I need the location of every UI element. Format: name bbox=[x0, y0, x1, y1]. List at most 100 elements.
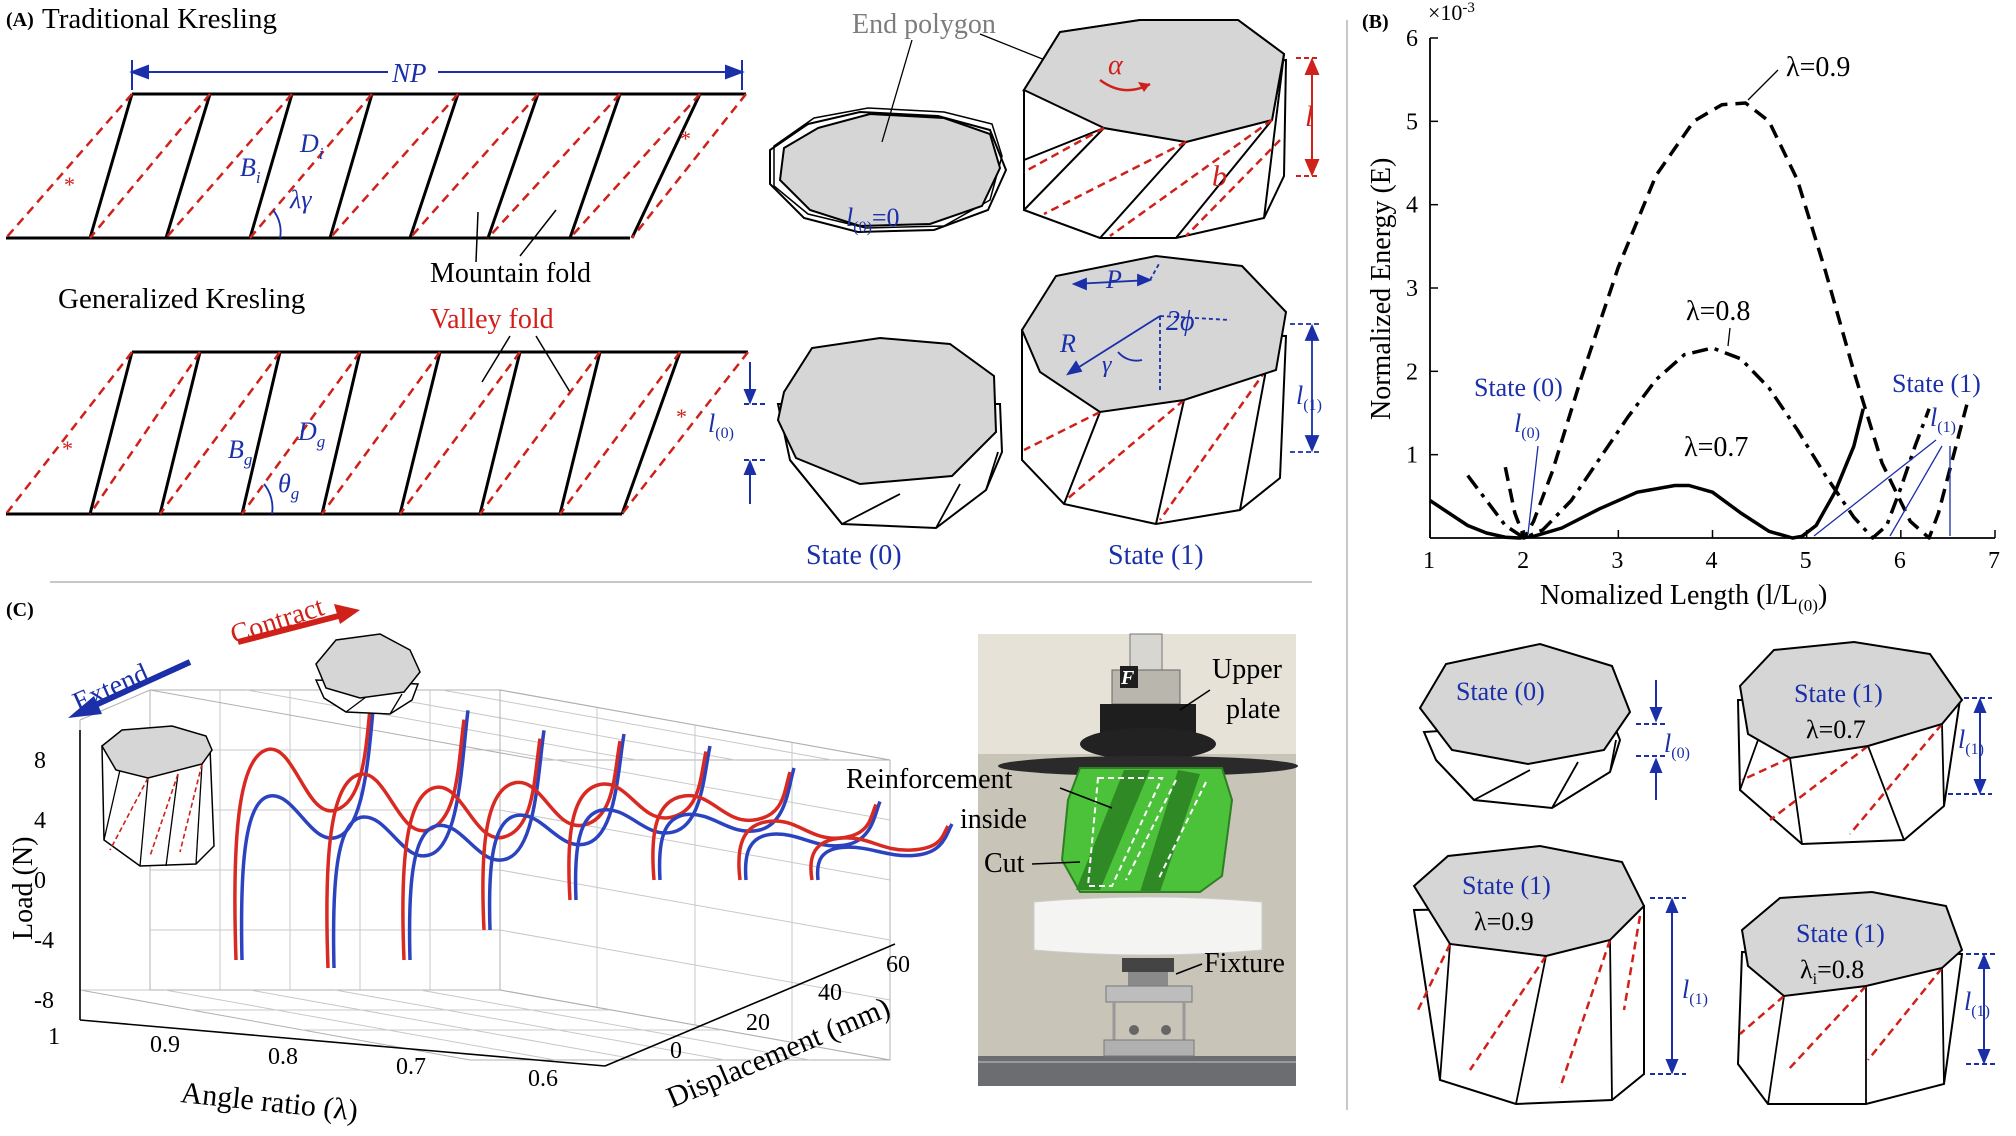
extend-curve bbox=[818, 824, 952, 880]
load-tick-label: 4 bbox=[34, 808, 46, 834]
energy-l0-label: l(0) bbox=[1514, 409, 1540, 442]
upper-plate-label-1: Upper bbox=[1212, 654, 1283, 685]
angle-tick-label: 0.7 bbox=[396, 1054, 426, 1080]
panel-c: (C) bbox=[6, 591, 1298, 1127]
displacement-tick-label: 60 bbox=[886, 952, 910, 978]
lambda07-label: λ=0.7 bbox=[1684, 432, 1748, 463]
state0-label: State (0) bbox=[806, 540, 902, 571]
load-curves bbox=[235, 680, 952, 968]
angle-tick-label: 0.9 bbox=[150, 1032, 180, 1058]
y-tick-label: 5 bbox=[1406, 109, 1418, 135]
traditional-prism-drawing bbox=[1024, 20, 1320, 238]
l0-state0-label: l(0) bbox=[708, 409, 734, 442]
x-tick-label: 5 bbox=[1800, 548, 1812, 574]
energy-y-label: Normalized Energy (E) bbox=[1366, 158, 1397, 420]
extend-label: Extend bbox=[68, 658, 153, 719]
end-polygon-label: End polygon bbox=[852, 9, 996, 40]
x-tick-label: 4 bbox=[1706, 548, 1718, 574]
dg-label: Dg bbox=[297, 417, 325, 451]
panel-a-tag: (A) bbox=[6, 9, 34, 31]
traditional-kresling-title: Traditional Kresling bbox=[42, 3, 277, 35]
inset-state1-label-3: State (1) bbox=[1796, 919, 1885, 948]
exponent-label: ×10-3 bbox=[1428, 0, 1475, 25]
energy-state1-label: State (1) bbox=[1892, 369, 1981, 398]
energy-state0-label: State (0) bbox=[1474, 373, 1563, 402]
inset-state1-label-1: State (1) bbox=[1794, 679, 1883, 708]
fixture-label: Fixture bbox=[1204, 948, 1285, 979]
inset-state1-label-2: State (1) bbox=[1462, 871, 1551, 900]
displacement-tick-label: 40 bbox=[818, 980, 842, 1006]
y-tick-label: 4 bbox=[1406, 193, 1418, 219]
inset-state0 bbox=[1420, 644, 1666, 808]
star-right-1: * bbox=[680, 126, 691, 151]
energy-axes bbox=[1430, 38, 1995, 538]
y-tick-label: 2 bbox=[1406, 359, 1418, 385]
r-label: R bbox=[1059, 329, 1076, 358]
generalized-kresling-title: Generalized Kresling bbox=[58, 283, 305, 315]
l-height-label: l bbox=[1305, 100, 1313, 133]
panel-a: (A) Traditional Kresling Generalized Kre… bbox=[6, 3, 1322, 571]
y-tick-label: 1 bbox=[1406, 443, 1418, 469]
energy-x-label: Nomalized Length (l/L(0)) bbox=[1540, 580, 1827, 615]
cut-label: Cut bbox=[984, 848, 1025, 879]
bg-label: Bg bbox=[228, 435, 252, 469]
angle-tick-label: 0.8 bbox=[268, 1044, 298, 1070]
panel-b-tag: (B) bbox=[1362, 11, 1389, 33]
l1-state1-label: l(1) bbox=[1296, 381, 1322, 414]
b-label: b bbox=[1212, 160, 1227, 193]
inset-lambda08-label: λi=0.8 bbox=[1800, 955, 1864, 988]
inset-l0-label: l(0) bbox=[1664, 729, 1690, 762]
upper-plate-label-2: plate bbox=[1226, 694, 1280, 725]
energy-l1-label: l(1) bbox=[1930, 403, 1956, 436]
reinforcement-label-1: Reinforcement bbox=[846, 764, 1013, 795]
y-tick-label: 6 bbox=[1406, 26, 1418, 52]
theta-g-label: θg bbox=[278, 469, 299, 503]
two-phi-label: 2ϕ bbox=[1166, 306, 1195, 337]
angle-x-label: Angle ratio (λ) bbox=[179, 1076, 359, 1127]
panel-b: (B) ×10-3 1 2 3 4 5 6 7 1 2 3 4 5 6 Normalized Energ… bbox=[1362, 0, 2000, 1104]
x-tick-label: 2 bbox=[1517, 548, 1529, 574]
extend-curve bbox=[334, 710, 468, 968]
contracted-prism bbox=[316, 634, 420, 714]
star-left-1: * bbox=[64, 172, 75, 197]
displacement-tick-label: 0 bbox=[670, 1038, 682, 1064]
y-tick-label: 3 bbox=[1406, 276, 1418, 302]
load-tick-label: -8 bbox=[34, 988, 54, 1014]
inset-lambda09-label: λ=0.9 bbox=[1474, 907, 1534, 936]
lambda08-label: λ=0.8 bbox=[1686, 296, 1750, 327]
angle-tick-label: 1 bbox=[48, 1024, 60, 1050]
force-f-label: F bbox=[1120, 667, 1135, 689]
extend-curve bbox=[490, 734, 624, 930]
p-label: P bbox=[1105, 265, 1122, 294]
state1-label: State (1) bbox=[1108, 540, 1204, 571]
mountain-fold-label: Mountain fold bbox=[430, 258, 591, 289]
gamma-label: γ bbox=[1102, 352, 1112, 378]
x-tick-label: 7 bbox=[1988, 548, 2000, 574]
lambda-gamma-label: λγ bbox=[289, 185, 312, 214]
star-right-2: * bbox=[676, 404, 687, 429]
bi-label: Bi bbox=[240, 153, 261, 187]
extended-prism bbox=[102, 726, 214, 866]
reinforcement-label-2: inside bbox=[960, 804, 1027, 835]
state1-drawing bbox=[1022, 256, 1320, 524]
load-y-label: Load (N) bbox=[8, 837, 39, 940]
inset-state0-label: State (0) bbox=[1456, 677, 1545, 706]
di-label: Di bbox=[299, 129, 324, 163]
inset-lambda07-label: λ=0.7 bbox=[1806, 715, 1866, 744]
lambda09-label: λ=0.9 bbox=[1786, 52, 1850, 83]
angle-tick-label: 0.6 bbox=[528, 1066, 558, 1092]
generalized-pattern bbox=[6, 352, 748, 514]
extend-curve bbox=[576, 746, 710, 900]
state0-drawing bbox=[744, 338, 1002, 528]
star-left-2: * bbox=[62, 436, 73, 461]
panel-c-tag: (C) bbox=[6, 599, 34, 621]
displacement-z-label: Displacement (mm) bbox=[662, 991, 895, 1115]
x-tick-label: 6 bbox=[1894, 548, 1906, 574]
contract-label: Contract bbox=[227, 591, 328, 650]
inset-l1-label-3: l(1) bbox=[1964, 987, 1990, 1020]
alpha-label: α bbox=[1108, 50, 1124, 81]
x-tick-label: 3 bbox=[1611, 548, 1623, 574]
inset-l1-label-2: l(1) bbox=[1682, 975, 1708, 1008]
displacement-tick-label: 20 bbox=[746, 1010, 770, 1036]
extend-curve bbox=[660, 768, 794, 880]
